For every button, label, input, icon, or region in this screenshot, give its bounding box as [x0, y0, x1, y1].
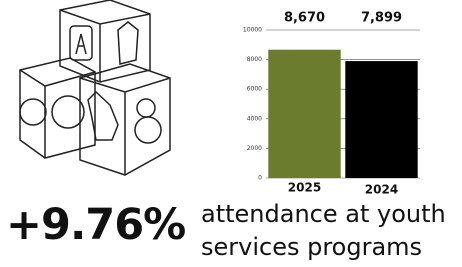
bar	[345, 61, 417, 178]
y-tick-label: 8000	[247, 56, 262, 63]
value-label: 8,670	[284, 11, 325, 26]
stat-caption: attendance at youth services programs	[201, 198, 461, 264]
x-tick-label: 2025	[288, 181, 321, 195]
stat-value: +9.76%	[6, 200, 185, 250]
infographic: 0 2000 4000 6000 8000 10000 8,670 2025 7,899 2024…	[0, 0, 462, 267]
value-label: 7,899	[361, 11, 402, 26]
blocks-illustration	[20, 0, 170, 175]
y-tick-label: 0	[258, 175, 262, 182]
y-tick-label: 2000	[247, 145, 262, 152]
y-tick-label: 10000	[243, 27, 262, 34]
y-tick-label: 4000	[247, 115, 262, 122]
bar	[268, 50, 340, 178]
y-tick-label: 6000	[247, 86, 262, 93]
x-tick-label: 2024	[365, 183, 398, 197]
